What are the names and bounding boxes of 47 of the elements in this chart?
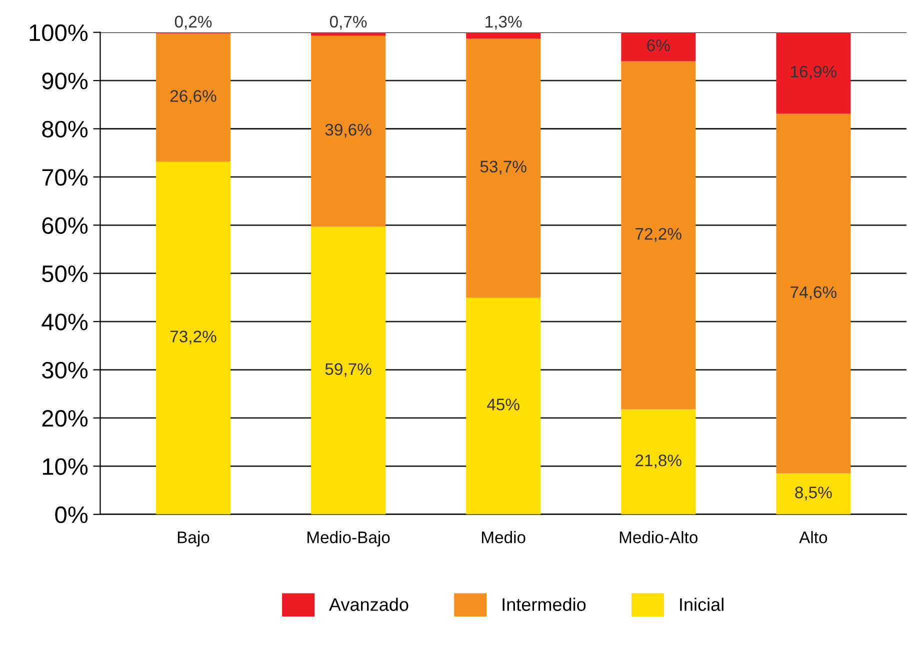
legend-label: Inicial [680, 598, 724, 611]
y-tick-label: 20% [42, 410, 88, 427]
x-tick-label: Medio [482, 531, 526, 544]
data-label: 16,9% [791, 66, 836, 80]
bar [156, 33, 230, 162]
bar [621, 32, 696, 62]
data-label: 74,6% [790, 286, 836, 300]
y-tick-label: 50% [42, 265, 88, 282]
legend-label: Intermedio [502, 598, 586, 611]
y-tick-label: 60% [42, 217, 88, 234]
bar [311, 226, 386, 514]
data-label: 0,7% [330, 16, 367, 30]
bar [621, 409, 696, 514]
bar [466, 297, 541, 514]
bar [156, 162, 230, 514]
data-label: 6% [647, 39, 670, 52]
data-label: 8,5% [795, 486, 832, 500]
bar [776, 114, 851, 474]
x-tick-label: Bajo [178, 531, 210, 547]
y-tick-label: 30% [42, 362, 88, 379]
bar [776, 32, 851, 114]
y-tick-label: 90% [42, 72, 88, 90]
data-label: 26,6% [170, 90, 216, 104]
data-label: 21,8% [636, 454, 682, 468]
data-label: 73,2% [170, 330, 216, 344]
y-tick-label: 70% [42, 169, 88, 186]
data-label: 45% [487, 398, 520, 410]
bar [466, 38, 541, 298]
y-tick-label: 40% [42, 314, 88, 330]
data-label: 59,7% [325, 363, 372, 377]
data-label: 39,6% [325, 124, 372, 138]
bar [311, 36, 386, 227]
data-label: 1,3% [486, 16, 522, 30]
y-tick-label: 80% [42, 120, 88, 138]
x-tick-label: Alto [799, 531, 828, 544]
data-label: 0,2% [174, 16, 212, 30]
bar [621, 61, 696, 410]
legend-label: Avanzado [329, 598, 408, 611]
y-tick-label: 0% [55, 506, 88, 524]
bar [776, 473, 851, 514]
x-tick-label: Medio-Bajo [308, 531, 390, 547]
bar [466, 32, 541, 39]
x-tick-label: Medio-Alto [620, 531, 698, 544]
y-tick-label: 10% [42, 458, 88, 475]
data-label: 72,2% [636, 228, 682, 242]
y-tick-label: 100% [30, 24, 88, 42]
data-label: 53,7% [480, 160, 526, 174]
